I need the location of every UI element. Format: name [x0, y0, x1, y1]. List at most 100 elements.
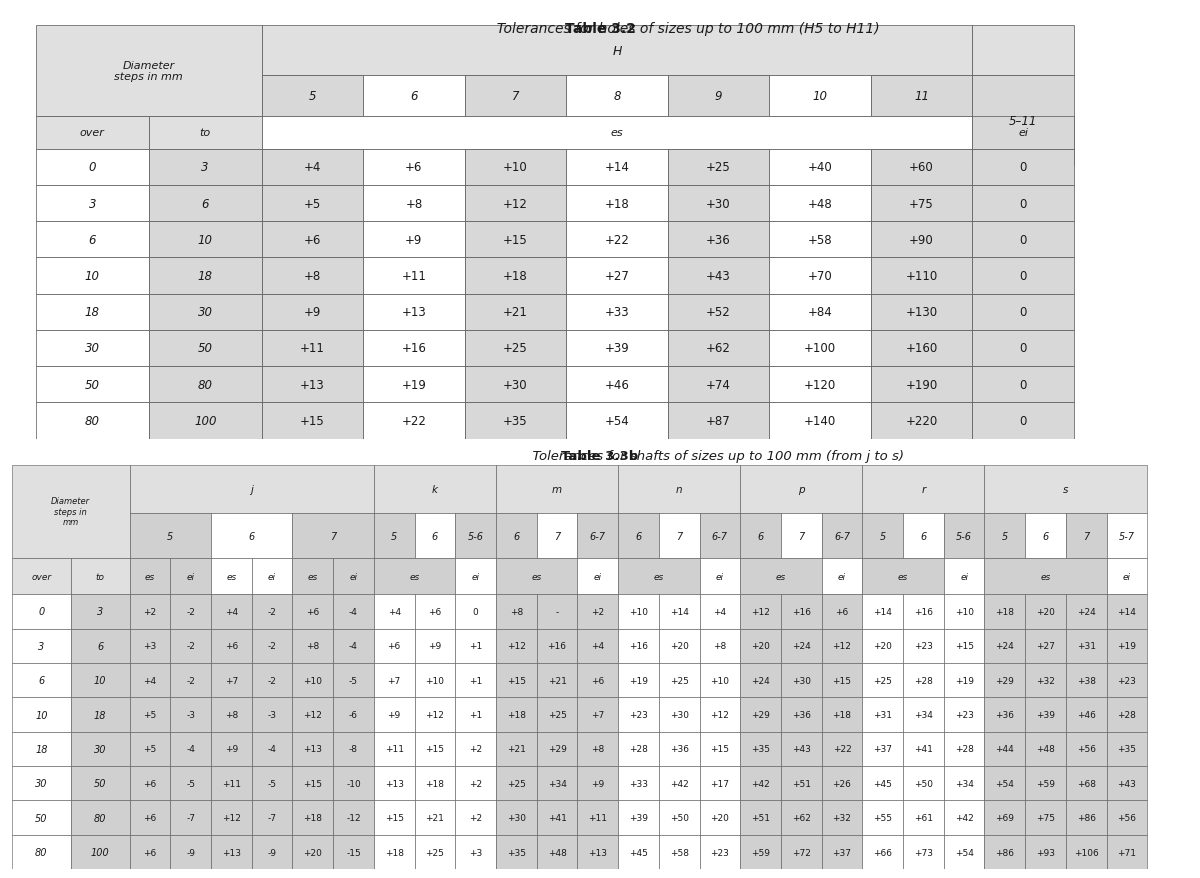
Bar	[211, 629, 252, 663]
Bar	[1066, 629, 1106, 663]
Bar	[374, 766, 414, 801]
Bar	[364, 186, 464, 222]
Text: k: k	[432, 485, 438, 494]
Text: +19: +19	[402, 378, 426, 392]
Bar	[577, 835, 618, 869]
Text: +21: +21	[547, 676, 566, 685]
Bar	[36, 186, 149, 222]
Text: 0: 0	[1019, 234, 1027, 247]
Text: -2: -2	[268, 676, 276, 685]
Text: +93: +93	[1036, 847, 1055, 857]
Bar	[211, 766, 252, 801]
Bar	[904, 697, 943, 732]
Bar	[740, 514, 781, 558]
Text: +60: +60	[910, 162, 934, 174]
Text: -2: -2	[186, 608, 196, 616]
Bar	[740, 766, 781, 801]
Text: -7: -7	[186, 813, 196, 822]
Text: +43: +43	[1117, 779, 1136, 788]
Bar	[577, 558, 618, 594]
Bar	[618, 835, 659, 869]
Text: +73: +73	[914, 847, 932, 857]
Text: +2: +2	[592, 608, 605, 616]
Bar	[822, 835, 863, 869]
Text: 6: 6	[248, 531, 254, 541]
Bar	[822, 594, 863, 629]
Bar	[700, 558, 740, 594]
Bar	[12, 766, 71, 801]
Bar	[904, 801, 943, 835]
Bar	[822, 558, 863, 594]
Bar	[12, 594, 71, 629]
Bar	[36, 258, 149, 294]
Text: +75: +75	[1036, 813, 1055, 822]
Bar	[822, 629, 863, 663]
Bar	[984, 697, 1025, 732]
Text: +15: +15	[304, 779, 323, 788]
Bar	[293, 594, 334, 629]
Bar	[972, 367, 1074, 403]
Bar	[455, 766, 496, 801]
Bar	[871, 330, 972, 367]
Bar	[972, 403, 1074, 439]
Text: +19: +19	[629, 676, 648, 685]
Bar	[700, 766, 740, 801]
Bar	[566, 258, 667, 294]
Bar	[36, 330, 149, 367]
Text: 5: 5	[391, 531, 397, 541]
Bar	[943, 629, 984, 663]
Bar	[334, 558, 374, 594]
Text: es: es	[654, 572, 664, 581]
Text: 3: 3	[202, 162, 209, 174]
Bar	[904, 835, 943, 869]
Text: +50: +50	[670, 813, 689, 822]
Text: +24: +24	[1076, 608, 1096, 616]
Text: 7: 7	[798, 531, 804, 541]
Text: 0: 0	[1019, 378, 1027, 392]
Text: +20: +20	[751, 642, 770, 651]
Bar	[414, 801, 455, 835]
Text: +66: +66	[874, 847, 892, 857]
Bar	[566, 76, 667, 117]
Bar	[618, 766, 659, 801]
Text: +22: +22	[833, 745, 851, 753]
Text: 30: 30	[85, 342, 100, 355]
Bar	[211, 835, 252, 869]
Text: 50: 50	[85, 378, 100, 392]
Text: 0: 0	[1019, 270, 1027, 283]
Text: +61: +61	[914, 813, 932, 822]
Text: +6: +6	[592, 676, 605, 685]
Bar	[252, 801, 293, 835]
Bar	[659, 835, 700, 869]
Text: 0: 0	[1019, 162, 1027, 174]
Text: Diameter
steps in
mm: Diameter steps in mm	[52, 497, 90, 527]
Bar	[130, 766, 170, 801]
Bar	[781, 663, 822, 697]
Bar	[577, 663, 618, 697]
Text: es: es	[898, 572, 908, 581]
Bar	[1066, 835, 1106, 869]
Text: +70: +70	[808, 270, 833, 283]
Bar	[972, 258, 1074, 294]
Bar	[740, 801, 781, 835]
Bar	[414, 766, 455, 801]
Text: +15: +15	[833, 676, 852, 685]
Text: +42: +42	[955, 813, 973, 822]
Bar	[464, 76, 566, 117]
Text: -: -	[556, 608, 559, 616]
Bar	[334, 697, 374, 732]
Text: 3: 3	[89, 198, 96, 211]
Text: 7: 7	[676, 531, 683, 541]
Text: +2: +2	[469, 745, 482, 753]
Text: +36: +36	[670, 745, 689, 753]
Bar	[1025, 835, 1066, 869]
Text: 18: 18	[94, 709, 107, 720]
Text: +4: +4	[388, 608, 401, 616]
Bar	[334, 594, 374, 629]
Bar	[822, 732, 863, 766]
Text: +16: +16	[914, 608, 932, 616]
Bar	[1066, 801, 1106, 835]
Text: +56: +56	[1117, 813, 1136, 822]
Text: +100: +100	[804, 342, 836, 355]
Bar	[414, 629, 455, 663]
